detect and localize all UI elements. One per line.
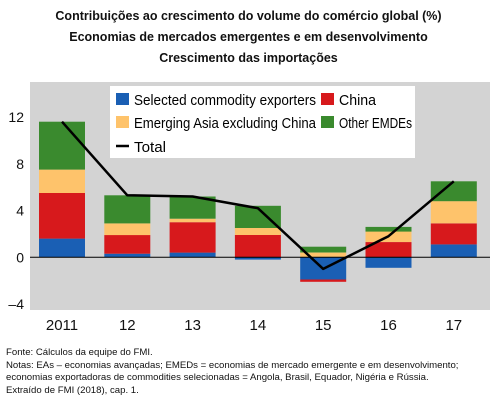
bar-segment <box>39 169 85 193</box>
legend-background <box>110 86 415 158</box>
notes-line-1: Notas: EAs – economias avançadas; EMEDs … <box>6 359 459 371</box>
bar-segment <box>234 257 281 260</box>
bar-segment <box>300 252 347 258</box>
bar-segment <box>234 205 281 228</box>
legend-swatch-emerging-asia <box>116 116 129 128</box>
chart-subtitle-2: Crescimento das importações <box>159 51 338 65</box>
legend-label-emerging-asia: Emerging Asia excluding China <box>134 115 317 132</box>
bar-segment <box>234 228 281 235</box>
bar-segment <box>169 218 216 223</box>
chart-notes: Fonte: Cálculos da equipe do FMI. Notas:… <box>6 347 494 397</box>
bar-segment <box>169 222 216 253</box>
chart-subtitle: Economias de mercados emergentes e em de… <box>69 30 428 44</box>
bar-segment <box>430 223 477 245</box>
y-tick-label: 8 <box>16 156 24 172</box>
notes-line-2: economias exportadoras de commodities se… <box>6 372 429 383</box>
x-tick-label: 17 <box>445 317 462 334</box>
bar-segment <box>300 246 347 253</box>
legend-swatch-commodity-exporters <box>116 93 129 105</box>
bar-segment <box>39 238 85 258</box>
bar-segment <box>430 244 477 258</box>
total-line <box>61 120 455 271</box>
extract-note: Extraído de FMI (2018), cap. 1. <box>6 384 139 396</box>
bar-segment <box>104 253 151 258</box>
bar-segment <box>39 121 85 170</box>
bar-segment <box>104 195 151 224</box>
chart-title: Contribuições ao crescimento do volume d… <box>55 9 442 23</box>
bar-segment <box>300 279 347 282</box>
chart-titles: Contribuições ao crescimento do volume d… <box>0 6 497 69</box>
bar-segment <box>169 196 216 219</box>
bar-segment <box>234 235 281 258</box>
bar-segment <box>365 226 412 232</box>
bar-segment <box>104 223 151 236</box>
legend-label-commodity-exporters: Selected commodity exporters <box>134 92 316 109</box>
legend-label-china: China <box>339 92 377 109</box>
y-tick-label: 12 <box>8 109 24 125</box>
bar-segment <box>365 242 412 258</box>
bar-segment <box>39 193 85 239</box>
legend-label-other-emdes: Other EMDEs <box>339 115 412 132</box>
legend-label-total: Total <box>134 139 166 156</box>
bar-segment <box>104 235 151 254</box>
y-tick-label: 0 <box>16 249 24 265</box>
bar-segment <box>365 257 412 268</box>
y-tick-label: –4 <box>8 296 24 312</box>
legend-swatch-other-emdes <box>321 116 334 128</box>
x-tick-label: 13 <box>184 317 201 334</box>
y-tick-label: 4 <box>16 203 24 219</box>
legend-swatch-china <box>321 93 334 105</box>
x-tick-label: 2011 <box>46 317 78 334</box>
bar-segment <box>430 201 477 224</box>
source-note: Fonte: Cálculos da equipe do FMI. <box>6 347 153 358</box>
bar-segment <box>169 252 216 258</box>
legend: Selected commodity exporters China Emerg… <box>110 86 415 158</box>
x-tick-label: 14 <box>250 317 267 334</box>
bar-segment <box>430 181 477 202</box>
x-tick-label: 12 <box>119 317 136 334</box>
x-tick-label: 16 <box>380 317 397 334</box>
x-tick-label: 15 <box>315 317 332 334</box>
